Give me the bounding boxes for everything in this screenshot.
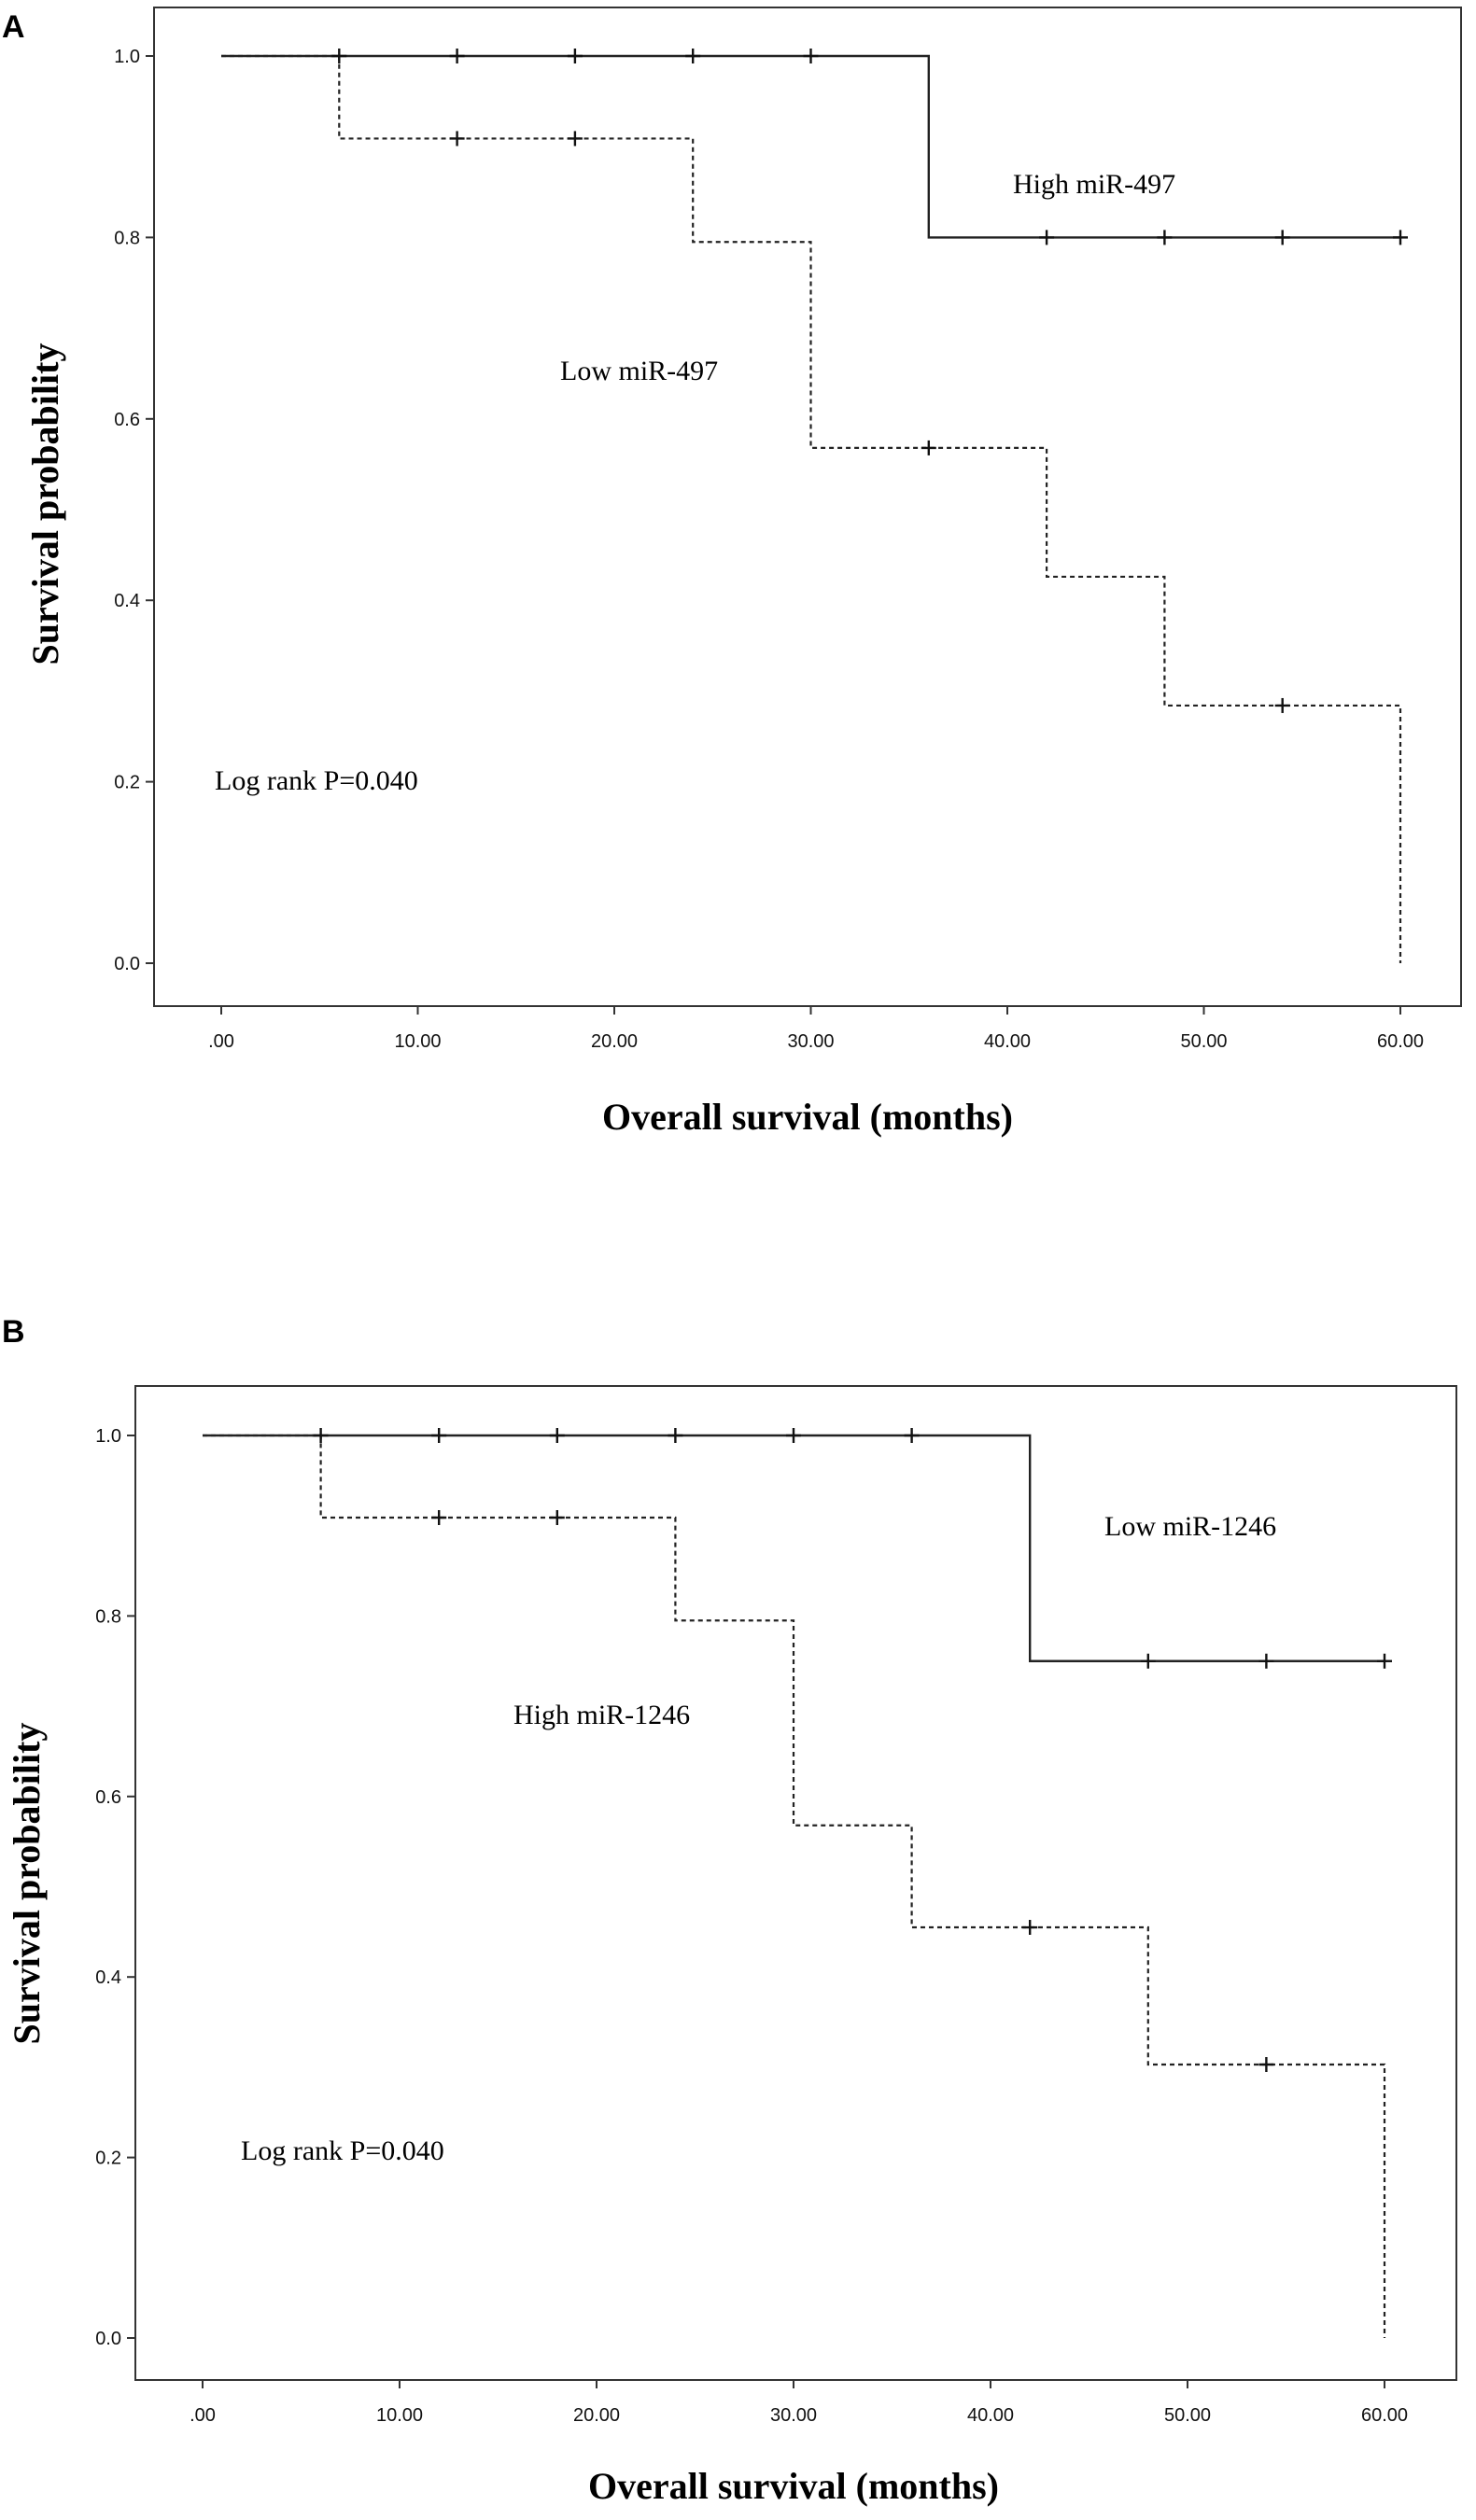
x-tick-label-b-5: 50.00 [1164,2405,1211,2426]
y-tick-label-b-3: 0.6 [95,1787,121,1808]
y-tick-label-a-0: 0.0 [114,954,140,974]
panel-letter-a: A [2,9,25,45]
x-tick-label-a-0: .00 [208,1031,234,1052]
censor-mark-low-mir-497-0 [449,131,465,147]
panel-b: B .00 10.00 20.00 30.00 40.00 50.00 60.00 0.0 0.… [0,1260,1476,2520]
censor-mark-low-mir-497-2 [921,440,936,455]
censor-mark-high-mir-497-5 [1039,230,1055,245]
series-label-high-mir-497: High miR-497 [1013,169,1175,200]
plot-frame-a [153,7,1462,1007]
censor-mark-low-mir-1246-4 [786,1428,801,1443]
x-tick-label-b-3: 30.00 [770,2405,817,2426]
series-label-low-mir-497: Low miR-497 [560,356,718,386]
censor-mark-low-mir-1246-5 [904,1428,920,1443]
censor-mark-high-mir-1246-2 [1022,1920,1038,1936]
y-tick-label-b-2: 0.4 [95,1967,121,1988]
x-tick-label-a-3: 30.00 [787,1031,834,1052]
y-tick-label-b-5: 1.0 [95,1426,121,1447]
censor-mark-high-mir-497-0 [331,49,347,63]
censor-mark-high-mir-1246-1 [549,1509,565,1525]
y-tick-label-a-2: 0.4 [114,591,140,611]
x-tick-label-a-5: 50.00 [1180,1031,1227,1052]
y-tick-label-b-1: 0.2 [95,2149,121,2169]
censor-mark-high-mir-497-3 [685,49,701,63]
axis-ticks-a: .00 10.00 20.00 30.00 40.00 50.00 60.00 0.0 0.2 0… [114,47,1424,1052]
y-tick-label-b-0: 0.0 [95,2329,121,2349]
censor-marks-b [313,1428,1392,2072]
censor-mark-high-mir-497-2 [567,49,583,63]
x-tick-label-b-0: .00 [190,2405,216,2426]
censor-marks-a [331,49,1408,713]
plot-frame-b [134,1385,1457,2381]
x-tick-label-b-2: 20.00 [573,2405,620,2426]
y-axis-title-b: Survival probability [6,1723,48,2045]
censor-mark-low-mir-1246-1 [431,1428,447,1443]
x-tick-label-a-6: 60.00 [1377,1031,1424,1052]
x-tick-label-a-1: 10.00 [394,1031,441,1052]
censor-mark-low-mir-497-1 [567,131,583,147]
series-label-high-mir-1246: High miR-1246 [513,1700,690,1730]
survival-curve-high-mir-1246 [203,1434,1386,2338]
y-tick-label-a-3: 0.6 [114,410,140,430]
survival-curve-low-mir-497 [221,54,1402,963]
log-rank-annotation-a: Log rank P=0.040 [215,765,418,796]
y-tick-label-a-1: 0.2 [114,773,140,793]
censor-mark-low-mir-1246-7 [1258,1653,1274,1669]
censor-mark-high-mir-497-7 [1274,230,1290,245]
x-tick-label-b-1: 10.00 [376,2405,423,2426]
y-axis-title-a: Survival probability [24,343,66,665]
censor-mark-low-mir-1246-6 [1140,1653,1156,1669]
y-tick-label-a-4: 0.8 [114,228,140,248]
km-chart-b: B .00 10.00 20.00 30.00 40.00 50.00 60.00 0.0 0.… [2,1314,1457,2507]
survival-curves-b [203,1434,1386,2338]
y-tick-label-a-5: 1.0 [114,47,140,67]
censor-mark-low-mir-1246-8 [1377,1653,1392,1669]
series-label-low-mir-1246: Low miR-1246 [1104,1511,1276,1542]
x-tick-label-b-6: 60.00 [1361,2405,1408,2426]
x-tick-label-b-4: 40.00 [967,2405,1014,2426]
x-axis-title-b: Overall survival (months) [588,2465,999,2507]
censor-mark-high-mir-497-8 [1393,230,1408,245]
log-rank-annotation-b: Log rank P=0.040 [241,2135,444,2166]
censor-mark-low-mir-1246-0 [313,1428,329,1443]
censor-mark-high-mir-497-4 [803,49,819,63]
y-tick-label-b-4: 0.8 [95,1606,121,1627]
survival-curves-a [221,54,1402,963]
survival-curve-low-mir-1246 [203,1434,1385,1662]
axis-ticks-b: .00 10.00 20.00 30.00 40.00 50.00 60.00 0.0 0.2 0… [95,1426,1408,2426]
censor-mark-high-mir-497-6 [1157,230,1173,245]
panel-letter-b: B [2,1314,25,1350]
survival-curve-high-mir-497 [221,54,1400,239]
censor-mark-high-mir-497-1 [449,49,465,63]
x-tick-label-a-4: 40.00 [984,1031,1031,1052]
km-chart-a: A .00 10.00 20.00 30.00 40.00 50.00 60.00 0.0 0.… [2,7,1462,1138]
censor-mark-high-mir-1246-3 [1258,2056,1274,2072]
panel-a: A .00 10.00 20.00 30.00 40.00 50.00 60.00 0.0 0.… [2,7,1462,1138]
x-tick-label-a-2: 20.00 [591,1031,638,1052]
censor-mark-low-mir-1246-2 [549,1428,565,1443]
x-axis-title-a: Overall survival (months) [602,1096,1013,1138]
censor-mark-low-mir-497-3 [1274,697,1290,713]
censor-mark-high-mir-1246-0 [431,1509,447,1525]
censor-mark-low-mir-1246-3 [668,1428,683,1443]
